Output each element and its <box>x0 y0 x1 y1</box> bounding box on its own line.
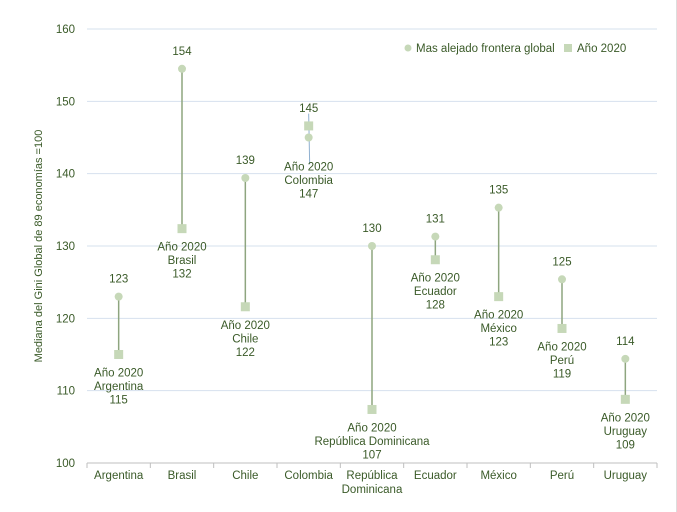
point-mas-alejado <box>368 242 376 250</box>
y-axis-label: Mediana del Gini Global de 89 economías … <box>33 130 45 363</box>
point-año-2020 <box>557 323 567 333</box>
point-mas-alejado <box>494 203 503 212</box>
x-tick-label: Chile <box>232 470 258 482</box>
data-label-mas-alejado: 145 <box>299 103 318 115</box>
point-año-2020 <box>114 350 124 359</box>
y-tick-label: 160 <box>56 24 75 36</box>
point-mas-alejado <box>558 275 566 284</box>
data-label-año-2020: 109 <box>616 439 635 451</box>
point-año-2020 <box>177 224 187 234</box>
data-label-mas-alejado: 131 <box>426 214 445 226</box>
x-tick-label: Colombia <box>284 470 333 482</box>
data-label-mas-alejado: 135 <box>489 185 508 197</box>
data-label-año-2020: Chile <box>232 333 258 345</box>
x-tick-label: República <box>346 470 398 482</box>
data-label-año-2020: Uruguay <box>604 426 648 438</box>
data-label-año-2020: Perú <box>550 355 574 367</box>
data-label-año-2020: 119 <box>553 368 571 380</box>
x-tick-label: Brasil <box>168 470 197 482</box>
data-label-año-2020: 115 <box>109 395 127 407</box>
data-label-mas-alejado: 125 <box>552 256 571 268</box>
legend-label: Año 2020 <box>577 43 626 55</box>
data-label-año-2020: Año 2020 <box>284 162 333 174</box>
point-mas-alejado <box>431 232 440 241</box>
point-mas-alejado <box>304 133 313 142</box>
x-tick-label: Ecuador <box>414 470 457 482</box>
data-label-año-2020: República Dominicana <box>314 436 430 448</box>
point-año-2020 <box>620 394 630 404</box>
y-tick-label: 150 <box>56 96 75 108</box>
data-label-año-2020: Brasil <box>168 255 197 267</box>
legend-label: Mas alejado frontera global <box>416 43 555 55</box>
y-tick-label: 100 <box>56 458 75 470</box>
data-label-mas-alejado: 154 <box>172 46 192 58</box>
point-mas-alejado <box>114 292 123 301</box>
data-label-año-2020: México <box>480 323 516 335</box>
y-tick-label: 140 <box>56 169 75 181</box>
data-label-año-2020: 107 <box>362 449 381 461</box>
point-mas-alejado <box>241 174 250 183</box>
data-label-año-2020: Año 2020 <box>474 310 523 322</box>
y-tick-label: 110 <box>57 386 75 398</box>
x-tick-label: Argentina <box>94 470 144 482</box>
data-label-año-2020: 128 <box>426 300 445 312</box>
point-año-2020 <box>304 121 314 131</box>
y-tick-label: 130 <box>56 241 75 253</box>
data-label-año-2020: Ecuador <box>414 286 457 298</box>
point-mas-alejado <box>621 354 630 363</box>
data-label-año-2020: 132 <box>172 269 191 281</box>
point-año-2020 <box>494 292 504 302</box>
point-año-2020 <box>240 302 250 312</box>
data-label-año-2020: Argentina <box>94 381 144 393</box>
data-label-año-2020: Año 2020 <box>537 341 586 353</box>
legend-circle-icon <box>404 44 412 52</box>
data-label-año-2020: Año 2020 <box>157 242 206 254</box>
data-label-año-2020: Año 2020 <box>94 368 143 380</box>
data-label-año-2020: Año 2020 <box>221 320 270 332</box>
data-label-año-2020: 123 <box>489 337 508 349</box>
point-año-2020 <box>430 255 440 265</box>
data-label-año-2020: Año 2020 <box>601 412 650 424</box>
data-label-mas-alejado: 130 <box>362 223 381 235</box>
x-tick-label: Uruguay <box>604 470 648 482</box>
x-tick-label: Dominicana <box>342 484 403 496</box>
data-label-mas-alejado: 114 <box>616 336 635 348</box>
data-label-mas-alejado: 139 <box>236 155 255 167</box>
y-tick-label: 120 <box>56 313 75 325</box>
data-label-año-2020: 147 <box>299 189 318 201</box>
data-label-año-2020: 122 <box>236 347 255 359</box>
data-label-año-2020: Año 2020 <box>411 273 460 285</box>
x-tick-label: México <box>480 470 516 482</box>
legend-square-icon <box>564 44 572 52</box>
data-label-año-2020: Colombia <box>284 175 333 187</box>
data-label-mas-alejado: 123 <box>109 274 128 286</box>
point-año-2020 <box>367 404 377 414</box>
x-tick-label: Perú <box>550 470 574 482</box>
data-label-año-2020: Año 2020 <box>347 422 396 434</box>
point-mas-alejado <box>178 64 186 73</box>
